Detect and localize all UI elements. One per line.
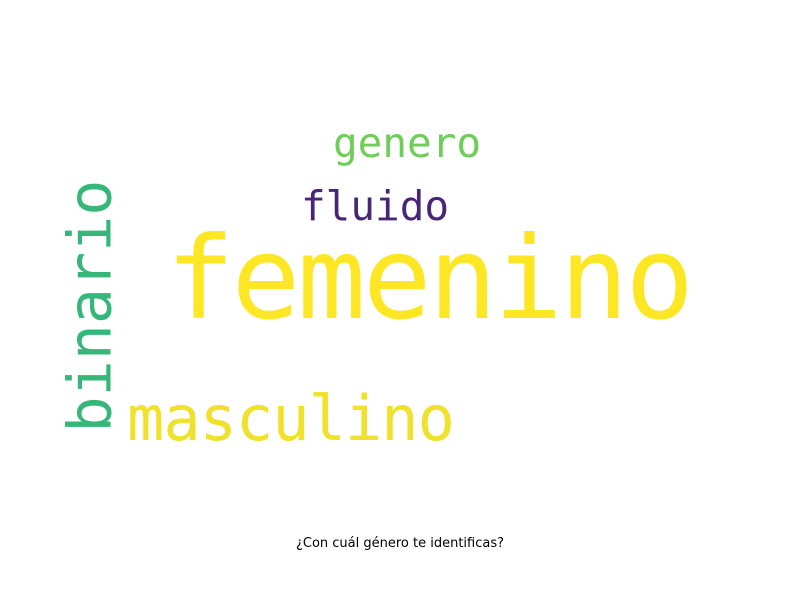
word-binario: binario: [55, 179, 126, 433]
caption: ¿Con cuál género te identificas?: [295, 536, 505, 551]
word-masculino: masculino: [127, 382, 455, 455]
word-genero: genero: [333, 119, 482, 167]
word-femenino: femenino: [166, 212, 694, 345]
word-fluido: fluido: [301, 182, 450, 230]
